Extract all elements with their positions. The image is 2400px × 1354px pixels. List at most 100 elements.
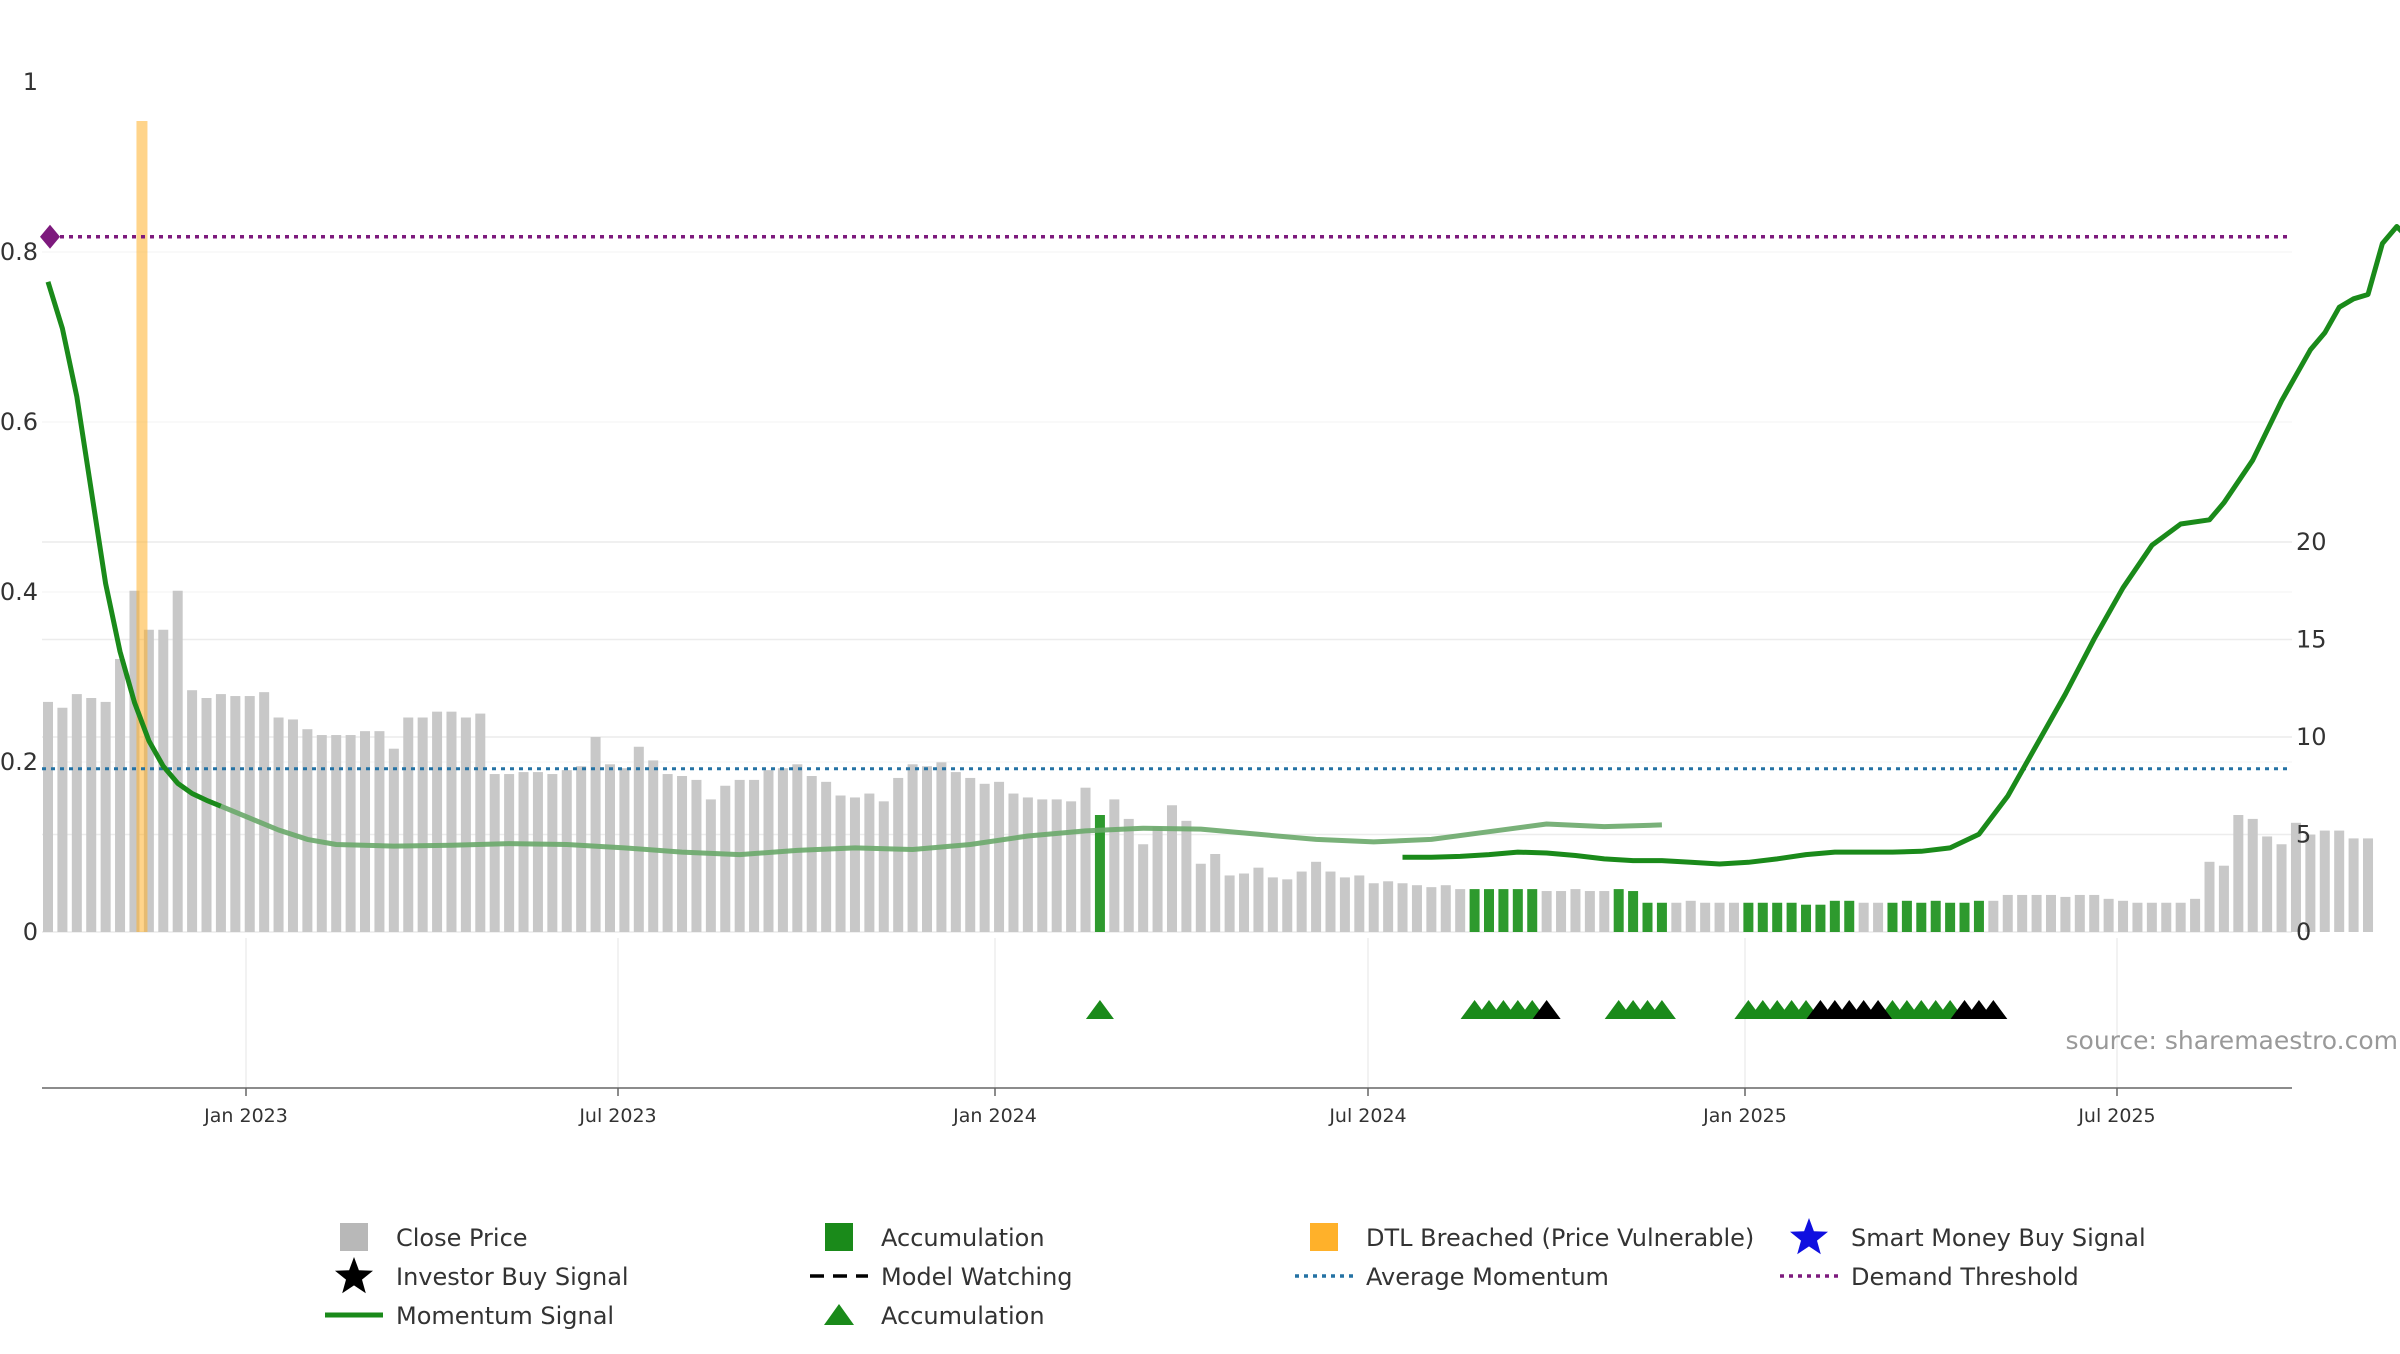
- legend-label: Close Price: [396, 1224, 528, 1252]
- price-bar: [591, 737, 601, 932]
- price-bar: [720, 786, 730, 932]
- y-left-tick: 0.8: [0, 238, 38, 266]
- line-layer: [40, 225, 2400, 864]
- price-bar: [1729, 903, 1739, 932]
- price-bar: [2233, 815, 2243, 932]
- price-bar: [72, 694, 82, 932]
- price-bar: [1181, 821, 1191, 932]
- legend-star: [1790, 1218, 1828, 1254]
- price-bar: [1066, 801, 1076, 932]
- price-bar: [879, 801, 889, 932]
- price-bar: [2190, 899, 2200, 932]
- price-bar: [2046, 895, 2056, 932]
- price-bar: [1657, 903, 1667, 932]
- price-bar: [1340, 877, 1350, 932]
- price-bar: [302, 729, 312, 932]
- legend-item: Accumulation: [824, 1302, 1045, 1330]
- price-bar: [2075, 895, 2085, 932]
- price-bar: [374, 731, 384, 932]
- price-bar: [86, 698, 96, 932]
- price-bar: [1225, 875, 1235, 932]
- price-bar: [1542, 891, 1552, 932]
- x-tick-label: Jan 2025: [1702, 1105, 1787, 1127]
- price-bar: [1887, 903, 1897, 932]
- price-bar: [1470, 889, 1480, 932]
- price-bar: [1743, 903, 1753, 932]
- price-bar: [547, 774, 557, 932]
- price-bar: [1498, 889, 1508, 932]
- price-bar: [1513, 889, 1523, 932]
- price-bar: [2132, 903, 2142, 932]
- price-bar: [821, 782, 831, 932]
- price-bar: [1916, 903, 1926, 932]
- price-bar: [1412, 885, 1422, 932]
- price-bar: [1426, 887, 1436, 932]
- price-bar: [1945, 903, 1955, 932]
- price-bar: [1023, 797, 1033, 932]
- y-left-tick: 1: [23, 68, 38, 96]
- price-bar: [576, 766, 586, 932]
- x-tick-label: Jul 2023: [578, 1105, 656, 1127]
- price-bar: [1268, 877, 1278, 932]
- price-bar: [101, 702, 111, 932]
- x-tick-label: Jul 2025: [2077, 1105, 2155, 1127]
- price-bar: [1398, 883, 1408, 932]
- price-bar: [1037, 799, 1047, 932]
- price-bar: [1599, 891, 1609, 932]
- price-bar: [533, 772, 543, 932]
- legend-swatch: [340, 1223, 368, 1251]
- legend-layer: Close Price Accumulation DTL Breached (Pri…: [325, 1218, 2146, 1330]
- price-bar: [418, 718, 428, 933]
- price-bar: [648, 760, 658, 932]
- price-bar: [2320, 831, 2330, 932]
- price-bar: [1873, 903, 1883, 932]
- price-bar: [389, 749, 399, 932]
- price-bar: [1297, 872, 1307, 932]
- price-bar: [2205, 862, 2215, 932]
- price-bar: [1614, 889, 1624, 932]
- price-bar: [259, 692, 269, 932]
- legend-label: Accumulation: [881, 1224, 1045, 1252]
- price-bar: [1052, 799, 1062, 932]
- price-bar: [432, 712, 442, 932]
- price-bar: [1527, 889, 1537, 932]
- price-bar: [202, 698, 212, 932]
- price-bar: [475, 714, 485, 932]
- price-bar: [2032, 895, 2042, 932]
- price-bar: [2147, 903, 2157, 932]
- signal-layer: [1086, 1000, 2007, 1019]
- price-bar: [1008, 794, 1018, 932]
- price-bar: [1815, 905, 1825, 932]
- price-bar: [519, 772, 529, 932]
- legend-triangle: [824, 1304, 854, 1325]
- price-bar: [187, 690, 197, 932]
- price-bar: [1686, 901, 1696, 932]
- price-bar: [288, 719, 298, 932]
- price-bar: [1369, 883, 1379, 932]
- legend-item: Momentum Signal: [325, 1302, 614, 1330]
- price-bar: [807, 776, 817, 932]
- price-bar: [1715, 903, 1725, 932]
- y-left-tick: 0.6: [0, 408, 38, 436]
- price-bar: [1167, 805, 1177, 932]
- legend-label: Average Momentum: [1366, 1263, 1609, 1291]
- price-bar: [1902, 901, 1912, 932]
- price-bar: [317, 735, 327, 932]
- price-bar: [1282, 879, 1292, 932]
- price-bar: [1787, 903, 1797, 932]
- legend-item: Close Price: [340, 1223, 528, 1252]
- legend-label: DTL Breached (Price Vulnerable): [1366, 1224, 1754, 1252]
- legend-item: Smart Money Buy Signal: [1790, 1218, 2146, 1254]
- price-bar: [2161, 903, 2171, 932]
- price-bar: [706, 799, 716, 932]
- legend-label: Momentum Signal: [396, 1302, 614, 1330]
- price-bar: [2089, 895, 2099, 932]
- price-bar: [2262, 836, 2272, 932]
- y-right-tick: 20: [2296, 528, 2327, 556]
- price-bar: [346, 735, 356, 932]
- price-bar: [1311, 862, 1321, 932]
- price-bar: [1931, 901, 1941, 932]
- price-bar: [2363, 838, 2373, 932]
- price-bar: [173, 591, 183, 932]
- price-bar: [1801, 905, 1811, 932]
